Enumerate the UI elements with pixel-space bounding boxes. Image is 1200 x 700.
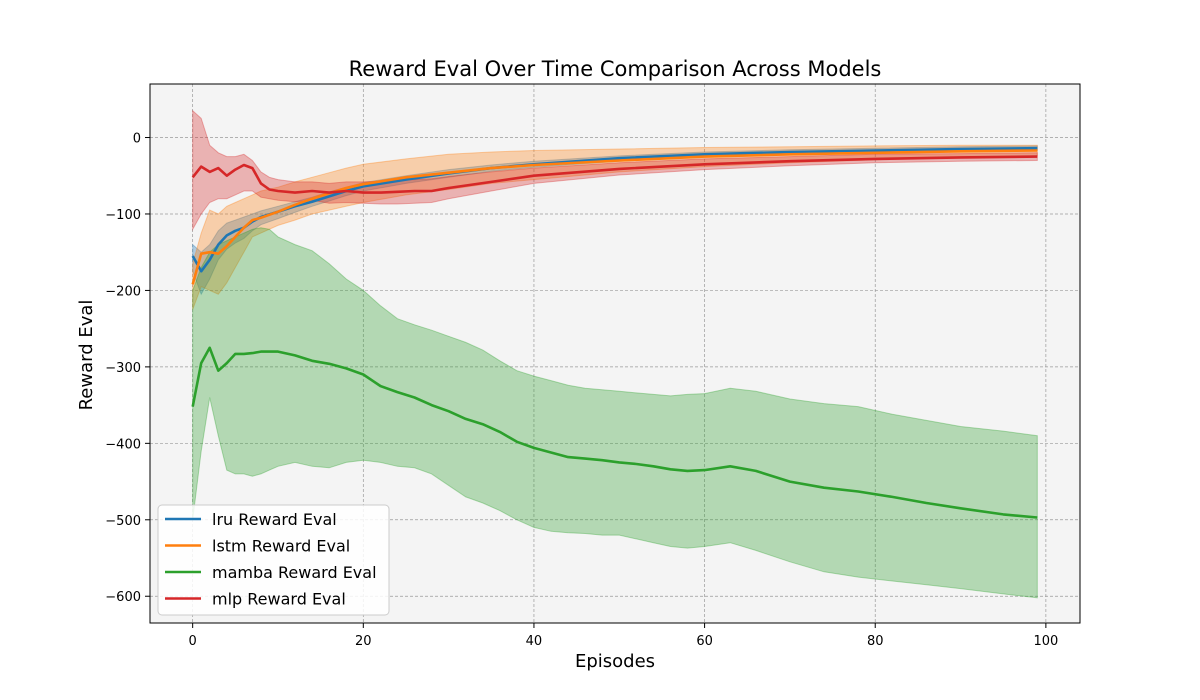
plot-frame — [149, 83, 1081, 624]
y-tick-label: −100 — [105, 208, 141, 223]
series-line-2 — [191, 346, 1038, 519]
legend-label-0: lru Reward Eval — [212, 510, 337, 529]
y-tick-label: −500 — [105, 514, 141, 529]
series-lines — [191, 146, 1038, 519]
y-axis-ticks: 0 −100 −200 −300 −400 −500 −600 — [105, 132, 150, 605]
legend-label-2: mamba Reward Eval — [212, 563, 377, 582]
series-line-0 — [191, 146, 1038, 273]
y-tick-label: −400 — [105, 437, 141, 452]
y-axis-label: Reward Eval — [76, 300, 97, 411]
x-tick-label: 40 — [526, 634, 543, 649]
x-tick-label: 20 — [355, 634, 372, 649]
y-tick-label: −600 — [105, 590, 141, 605]
x-tick-label: 0 — [189, 634, 197, 649]
legend: lru Reward Eval lstm Reward Eval mamba Rew… — [157, 504, 390, 616]
x-axis-label: Episodes — [575, 651, 655, 672]
chart-title: Reward Eval Over Time Comparison Across … — [349, 57, 882, 81]
confidence-band-1 — [192, 144, 1038, 310]
x-tick-label: 100 — [1033, 634, 1058, 649]
confidence-band-2 — [192, 227, 1038, 599]
x-axis-ticks: 0 20 40 60 80 100 — [189, 623, 1058, 649]
y-tick-label: −300 — [105, 361, 141, 376]
y-tick-label: 0 — [133, 132, 141, 147]
x-tick-label: 60 — [696, 634, 713, 649]
x-tick-label: 80 — [867, 634, 884, 649]
legend-box — [157, 504, 390, 616]
grid-lines — [150, 84, 1080, 623]
y-tick-label: −200 — [105, 284, 141, 299]
legend-label-3: mlp Reward Eval — [212, 590, 346, 609]
series-line-3 — [191, 155, 1038, 194]
legend-label-1: lstm Reward Eval — [212, 537, 350, 556]
